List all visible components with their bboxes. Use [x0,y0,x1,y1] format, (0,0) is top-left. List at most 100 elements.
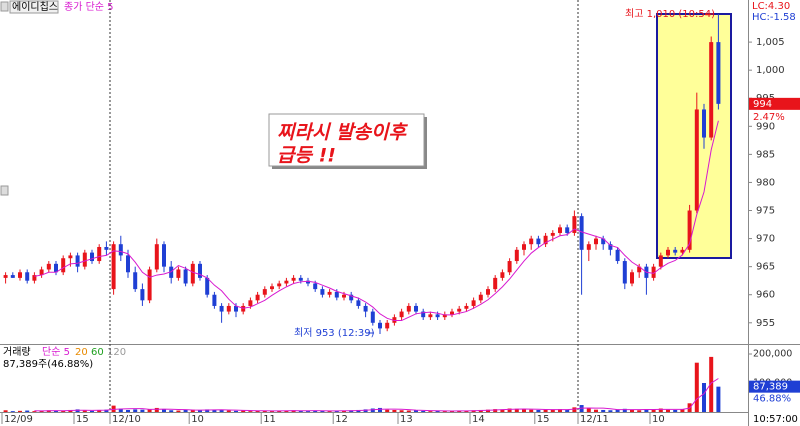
callout-text: 찌라시 발송이후 [277,122,408,144]
volume-bar [378,407,382,412]
volume-ratio: 46.88% [753,394,791,405]
volume-bar [486,409,490,412]
volume-bar [25,410,30,412]
ma-line [34,120,719,322]
volume-bar [694,362,699,412]
candle-body [313,283,318,290]
volume-bar [608,410,613,412]
y-tick-label: 985 [756,149,775,160]
candle-body [75,255,80,267]
candle-body [428,314,433,318]
x-tick-label: 12 [335,414,348,425]
candle-body [464,305,469,309]
volume-summary: 87,389주(46.88%) [3,359,93,370]
volume-ma-line [34,378,719,412]
volume-bar [97,410,102,412]
x-tick-label: 10 [191,414,204,425]
candle-body [277,283,282,287]
candle-body [673,249,678,253]
volume-bar [615,409,620,412]
candle-body [18,272,22,278]
candle-body [471,300,476,306]
volume-bar [61,410,66,412]
candle-body [32,275,37,281]
volume-bar [39,410,44,412]
x-tick-label: 15 [76,414,89,425]
candle-body [709,42,714,138]
candle-body [39,269,44,276]
volume-bar [666,409,670,412]
high-note: 최고 1,010 (10:54) [625,8,715,20]
volume-bar [594,409,598,412]
volume-bar [226,410,231,412]
volume-tag-label: 87,389 [753,382,788,393]
candle-body [140,289,145,301]
candle-body [615,249,620,262]
volume-bar [140,409,145,412]
volume-bar [18,410,22,412]
volume-bar [212,409,217,412]
y-tick-label: 970 [756,234,775,245]
icon[interactable] [0,185,9,196]
x-tick-label: 14 [472,414,485,425]
candle-body [219,305,224,312]
volume-bar [709,356,714,412]
candle-body [25,272,30,281]
stock-name-box[interactable] [9,0,59,14]
volume-bar [550,409,555,412]
volume-bar [176,410,181,412]
stock-name: 에이디칩스 [12,1,58,13]
volume-bar [342,410,346,412]
volume-bar [680,409,685,412]
candle-body [320,289,325,295]
volume-bar [558,409,562,412]
candle-body [154,244,159,270]
candle-body [284,280,289,284]
volume-bar [543,409,548,412]
candle-body [205,277,210,295]
candle-body [306,280,310,284]
x-tick-label: 12/10 [112,414,141,425]
volume-bar [644,409,649,412]
candle-body [608,244,613,250]
candle-body [97,247,102,262]
candle-body [385,322,390,329]
candle-body [133,272,138,290]
volume-bar [622,408,627,412]
candle-body [716,42,721,104]
candle-body [601,238,606,245]
volume-bar [522,409,526,412]
candle-body [241,305,246,312]
candle-body [406,305,411,312]
callout-box [268,113,425,167]
volume-bar [414,410,418,412]
candle-body [630,272,634,284]
volume-header: 120 [107,347,126,358]
volume-bar [306,411,310,412]
icon[interactable] [0,1,9,12]
candle-body [529,238,534,245]
candle-body [198,263,202,278]
volume-bar [90,410,94,412]
volume-bar [313,410,318,412]
y-tick-label: 955 [756,318,775,329]
candle-body [291,277,296,281]
x-tick-label: 13 [400,414,413,425]
volume-bar [702,382,706,412]
candle-body [687,210,692,250]
volume-bar [493,409,498,412]
volume-bar [385,409,390,412]
hc-label: HC:-1.58 [752,12,796,23]
y-tick-label: 1,000 [756,65,785,76]
y-tick-label: 975 [756,206,775,217]
volume-bar [428,411,433,412]
candle-body [212,294,217,306]
y-tick-label: 1,005 [756,37,785,48]
y-tick-label: 965 [756,262,775,273]
y-tick-label: 980 [756,177,775,188]
candle-body [399,311,404,318]
candle-body [234,305,238,312]
volume-bar [651,409,656,412]
volume-bar [536,409,541,412]
candle-body [514,249,519,262]
